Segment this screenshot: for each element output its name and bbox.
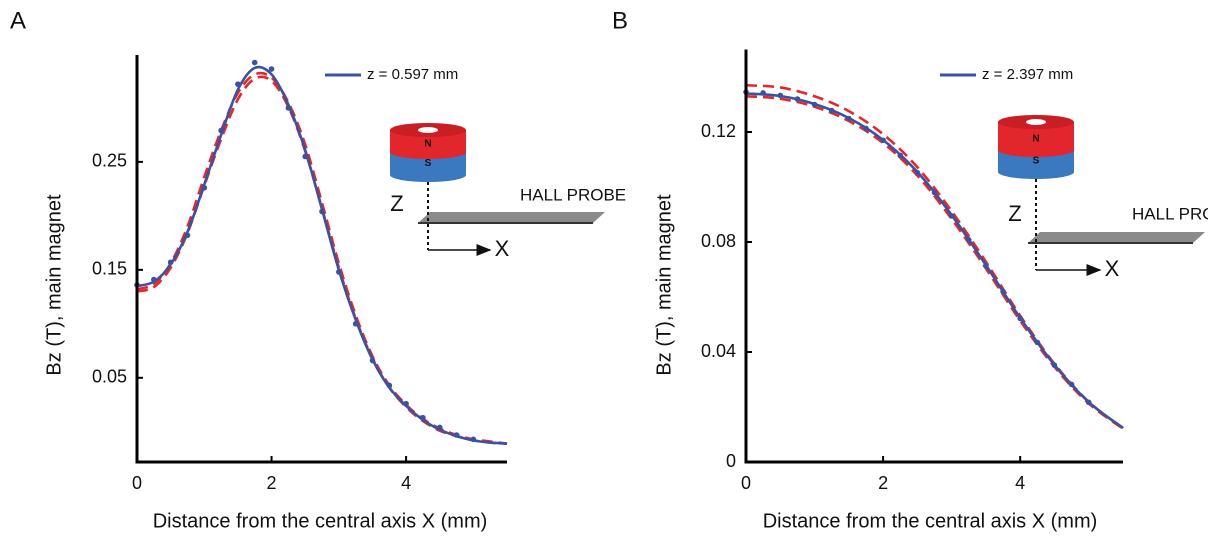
data-point [931, 189, 938, 196]
data-point [218, 127, 224, 134]
x-label: X [495, 236, 510, 261]
south-label: S [425, 158, 432, 169]
data-point [403, 400, 409, 407]
data-point [828, 107, 835, 114]
data-point [201, 184, 208, 191]
data-point [1085, 399, 1092, 406]
data-point [914, 169, 921, 176]
data-point [760, 90, 766, 96]
y-tick-label: 0.12 [701, 121, 736, 141]
north-label: N [1032, 134, 1039, 145]
data-point [880, 137, 886, 144]
north-label: N [424, 139, 431, 150]
data-point [470, 436, 477, 443]
data-point [151, 276, 157, 283]
data-point [983, 262, 989, 269]
data-point [352, 321, 359, 327]
data-point [235, 81, 241, 87]
data-point [369, 357, 376, 364]
data-point [948, 213, 955, 219]
data-point [1034, 339, 1041, 346]
probe-label: HALL PROBE [1132, 204, 1208, 223]
data-point [1017, 315, 1023, 322]
south-label: S [1033, 156, 1040, 167]
y-tick-label: 0.15 [92, 259, 127, 279]
z-label: Z [1008, 201, 1021, 226]
legend-label: z = 2.397 mm [982, 66, 1073, 83]
y-tick-label: 0.25 [92, 151, 127, 171]
hall-probe [1028, 232, 1205, 243]
data-point [436, 424, 443, 431]
x-tick-label: 0 [741, 473, 751, 493]
data-point [965, 237, 972, 243]
y-axis-label: Bz (T), main magnet [653, 194, 675, 376]
data-point [846, 115, 852, 122]
data-point [1068, 381, 1075, 388]
magnet-hole [1026, 119, 1046, 125]
data-point [167, 259, 174, 266]
magnet-south [998, 150, 1074, 179]
legend-label: z = 0.597 mm [367, 66, 458, 83]
data-point [251, 59, 258, 66]
y-tick-label: 0.08 [701, 231, 736, 251]
x-tick-label: 2 [267, 473, 277, 493]
z-label: Z [390, 191, 403, 216]
magnet-north [390, 130, 466, 159]
bound-line [136, 71, 508, 445]
data-point [863, 125, 869, 132]
x-tick-label: 2 [878, 473, 888, 493]
x-axis-label: Distance from the central axis X (mm) [153, 510, 488, 532]
x-tick-label: 4 [401, 473, 411, 493]
panel-label: A [10, 7, 26, 34]
data-point [285, 105, 292, 111]
data-point [777, 92, 784, 99]
y-tick-label: 0.05 [92, 367, 127, 387]
data-point [453, 432, 460, 438]
panel-label: B [612, 7, 628, 34]
y-tick-label: 0 [726, 451, 736, 471]
x-tick-label: 4 [1015, 473, 1025, 493]
bound-line [745, 83, 1124, 430]
y-axis-label: Bz (T), main magnet [43, 194, 65, 376]
magnet-south [390, 152, 466, 182]
data-point [794, 96, 801, 102]
data-point [336, 269, 342, 275]
magnet-north [998, 122, 1074, 157]
data-point [319, 208, 325, 215]
data-point [897, 152, 904, 159]
x-axis-label: Distance from the central axis X (mm) [763, 510, 1098, 532]
data-point [1051, 362, 1058, 369]
fit-line [136, 65, 508, 445]
hall-probe [418, 212, 605, 223]
data-point [1000, 288, 1006, 295]
probe-label: HALL PROBE [520, 185, 626, 204]
x-tick-label: 0 [132, 473, 142, 493]
data-point [268, 66, 275, 72]
data-point [386, 382, 393, 389]
data-point [811, 101, 818, 108]
magnet-hole [418, 127, 438, 133]
y-tick-label: 0.04 [701, 341, 736, 361]
data-point [302, 153, 308, 160]
x-label: X [1105, 256, 1120, 281]
data-point [420, 414, 426, 421]
data-point [184, 232, 191, 239]
